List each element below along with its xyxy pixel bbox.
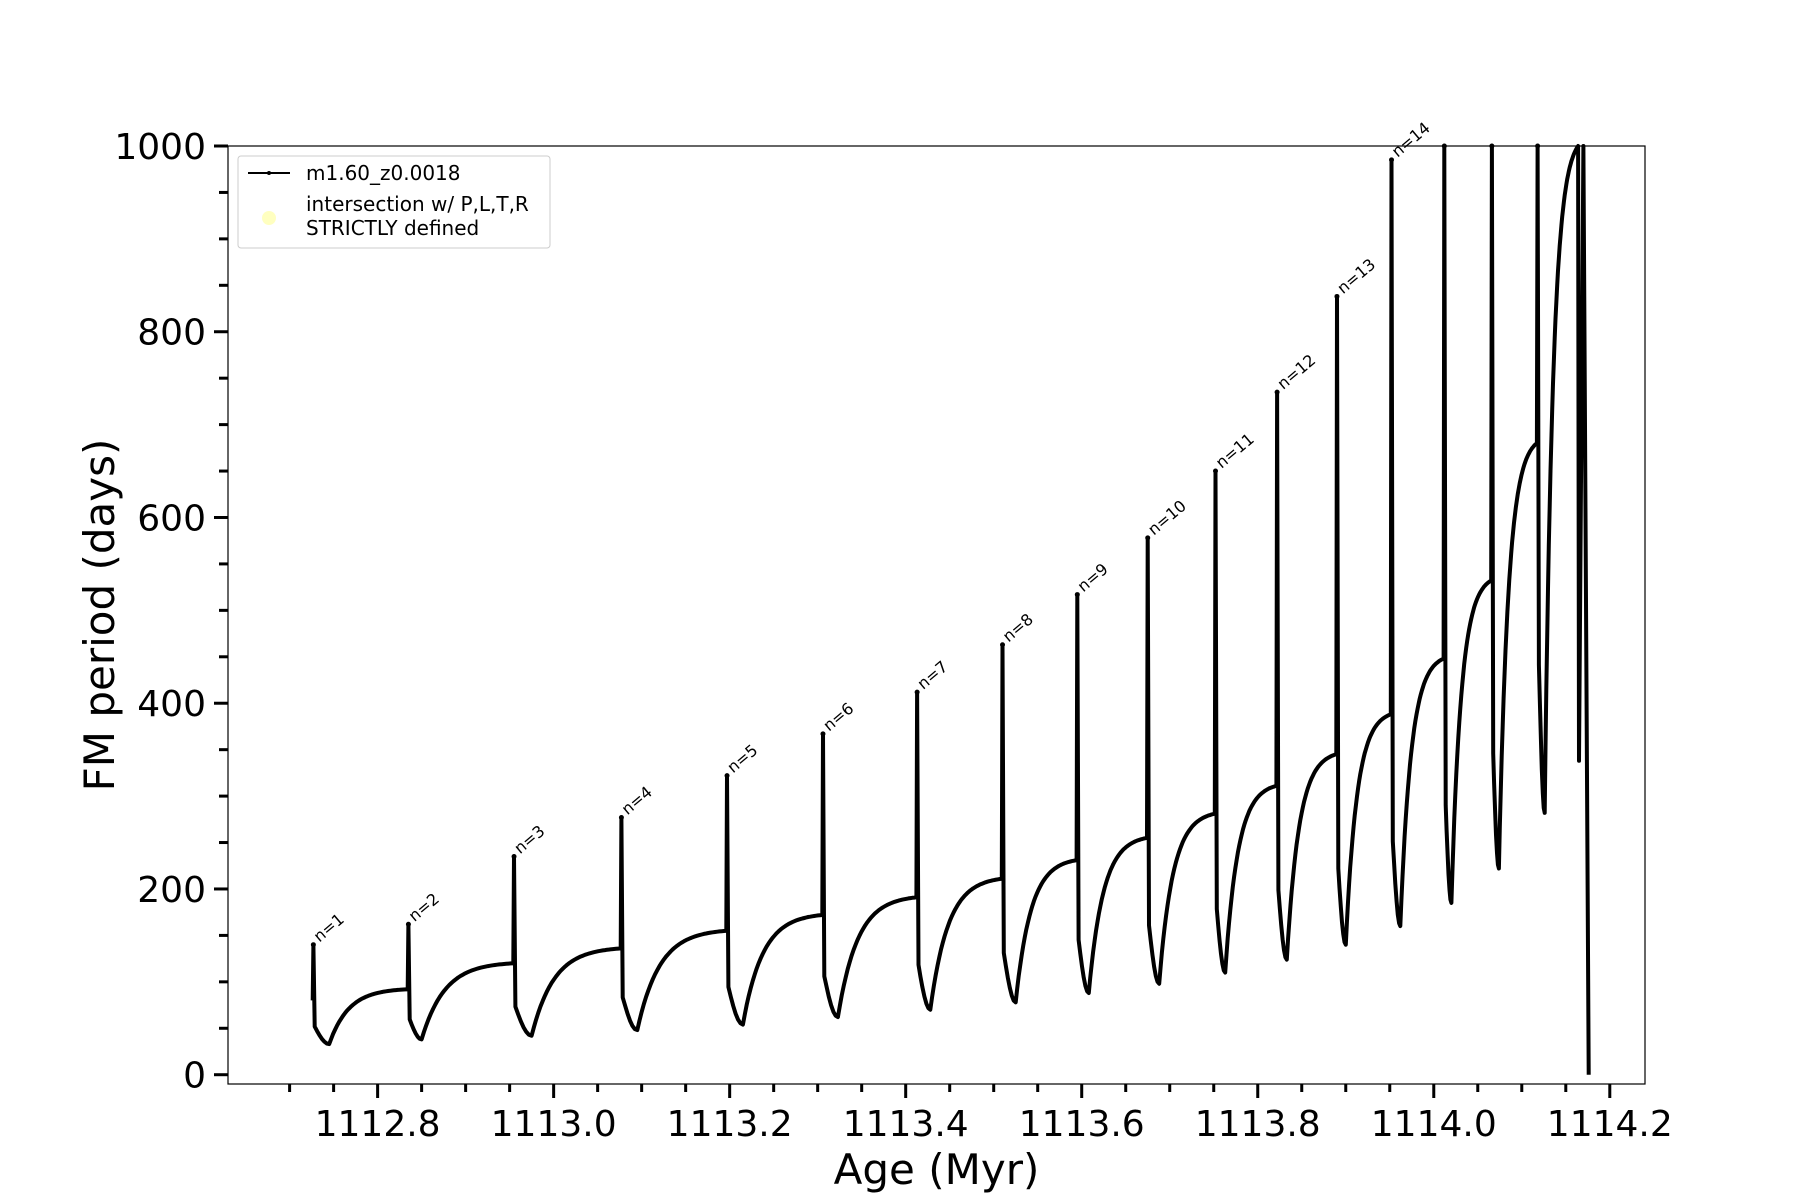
series-point-peak-7: [914, 689, 920, 695]
series-point-peak-14: [1389, 157, 1395, 163]
series-point-peak-1: [310, 942, 316, 948]
series-point-peak-12: [1274, 389, 1280, 395]
legend-dot-marker: [267, 171, 271, 175]
y-tick-label: 200: [137, 870, 206, 911]
legend-circle-marker: [262, 211, 276, 225]
x-axis-label: Age (Myr): [834, 1145, 1040, 1194]
legend-box: [237, 155, 551, 249]
y-tick-label: 600: [137, 498, 206, 539]
series-point-peak-9: [1074, 592, 1080, 598]
x-tick-label: 1114.0: [1371, 1104, 1497, 1145]
series-point-peak-13: [1334, 293, 1340, 299]
y-tick-label: 400: [137, 684, 206, 725]
legend-entry-intersection-line1: intersection w/ P,L,T,R: [306, 192, 529, 216]
y-axis-label: FM period (days): [75, 439, 124, 792]
series-point-peak-4: [618, 814, 624, 820]
series-point-peak-8: [1000, 642, 1006, 648]
x-tick-label: 1112.8: [315, 1104, 441, 1145]
y-tick-label: 1000: [114, 127, 206, 168]
x-tick-label: 1113.6: [1019, 1104, 1145, 1145]
plot-area: [310, 143, 1591, 1075]
x-tick-label: 1113.4: [843, 1104, 969, 1145]
series-point-peak-5: [724, 773, 730, 779]
x-tick-label: 1113.0: [491, 1104, 617, 1145]
plot-frame: [227, 145, 1646, 1085]
x-tick-label: 1114.2: [1547, 1104, 1673, 1145]
x-tick-label: 1113.2: [667, 1104, 793, 1145]
axis-ticks: 1112.8 1113.0 1113.2 1113.4 1113.6 1113.8 1114…: [114, 127, 1672, 1145]
series-point-peak-3: [511, 853, 517, 859]
y-tick-label: 800: [137, 313, 206, 354]
series-point-peak-11: [1212, 468, 1218, 474]
y-tick-label: 0: [183, 1056, 206, 1097]
legend-entry-series: m1.60_z0.0018: [306, 161, 461, 185]
series-point-peak-10: [1145, 535, 1151, 541]
series-line-m1-60: [310, 144, 1591, 1075]
series-point-peak-2: [405, 921, 411, 927]
legend-entry-intersection-line2: STRICTLY defined: [306, 216, 479, 240]
series-point-peak-6: [820, 731, 826, 737]
x-tick-label: 1113.8: [1195, 1104, 1321, 1145]
legend: m1.60_z0.0018 intersection w/ P,L,T,R ST…: [237, 155, 551, 249]
